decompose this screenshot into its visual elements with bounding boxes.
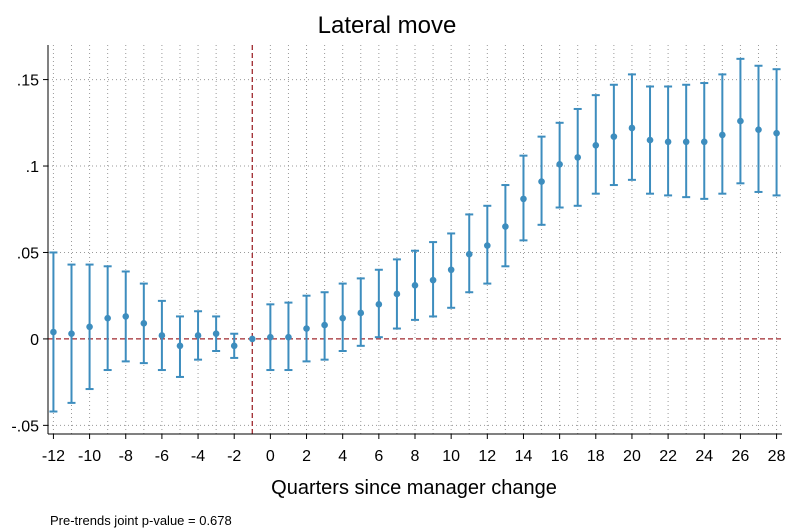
x-tick-label: 26 — [732, 448, 750, 465]
point-estimate — [158, 332, 166, 339]
point-estimate — [212, 330, 220, 338]
point-estimate — [411, 282, 419, 289]
point-estimate — [682, 138, 690, 146]
point-estimate — [429, 276, 437, 284]
x-tick-label: 12 — [478, 448, 496, 465]
point-estimate — [628, 124, 636, 132]
point-estimate — [502, 223, 509, 230]
point-estimate — [737, 117, 744, 125]
point-estimate — [700, 138, 708, 146]
point-estimate — [357, 309, 365, 317]
x-tick-label: 4 — [338, 448, 347, 465]
point-estimate — [339, 314, 346, 322]
point-estimate — [104, 314, 111, 322]
x-tick-label: -10 — [78, 448, 101, 465]
x-tick-label: 8 — [411, 448, 420, 465]
y-tick-label: .15 — [17, 73, 39, 90]
point-estimate — [140, 320, 148, 327]
y-tick-label: .05 — [17, 245, 39, 262]
series-marks — [49, 57, 781, 413]
point-estimate — [773, 129, 780, 137]
point-estimate — [465, 250, 473, 258]
point-estimate — [375, 301, 383, 308]
x-axis-title: Quarters since manager change — [271, 477, 557, 499]
x-tick-label: -2 — [227, 448, 241, 465]
x-tick-label: 16 — [551, 448, 569, 465]
reference-lines — [48, 45, 782, 434]
x-tick-label: 28 — [768, 448, 786, 465]
gridlines — [48, 45, 782, 434]
x-tick-label: 22 — [659, 448, 677, 465]
point-estimate — [248, 335, 256, 343]
point-estimate — [86, 323, 93, 331]
point-estimate — [122, 313, 130, 320]
y-tick-label: .1 — [26, 159, 39, 176]
point-estimate — [194, 332, 202, 339]
point-estimate — [267, 333, 274, 341]
x-tick-label: 18 — [587, 448, 605, 465]
x-tick-label: 10 — [442, 448, 460, 465]
y-tick-label: -.05 — [11, 418, 39, 435]
x-tick-label: 20 — [623, 448, 641, 465]
point-estimate — [755, 126, 762, 134]
point-estimate — [285, 333, 292, 341]
point-estimate — [230, 342, 238, 350]
point-estimate — [520, 195, 527, 203]
x-tick-label: -4 — [191, 448, 205, 465]
point-estimate — [321, 321, 328, 329]
point-estimate — [719, 131, 726, 139]
point-estimate — [592, 141, 600, 149]
x-tick-label: 0 — [266, 448, 275, 465]
x-tick-label: -8 — [119, 448, 133, 465]
pretrend-note: Pre-trends joint p-value = 0.678 — [50, 513, 232, 528]
point-estimate — [574, 154, 582, 161]
point-estimate — [176, 342, 184, 350]
x-tick-label: 2 — [302, 448, 311, 465]
point-estimate — [556, 160, 563, 168]
x-tick-label: 24 — [695, 448, 713, 465]
x-tick-label: -12 — [42, 448, 65, 465]
chart-title: Lateral move — [318, 12, 457, 39]
x-tick-label: 6 — [374, 448, 383, 465]
x-tick-label: -6 — [155, 448, 169, 465]
x-tick-label: 14 — [515, 448, 533, 465]
point-estimate — [393, 290, 401, 298]
point-estimate — [303, 325, 310, 332]
axes — [43, 45, 782, 439]
point-estimate — [50, 328, 57, 336]
point-estimate — [447, 266, 455, 274]
point-estimate — [538, 178, 545, 185]
tick-labels: -.050.05.1.15-12 -10 -8 -6 -4 -2 0 2 4 6 8 10 12 14 16… — [11, 73, 785, 465]
point-estimate — [646, 136, 654, 144]
point-estimate — [484, 242, 491, 249]
point-estimate — [610, 133, 618, 140]
point-estimate — [68, 330, 75, 338]
point-estimate — [664, 138, 672, 146]
y-tick-label: 0 — [30, 332, 39, 349]
